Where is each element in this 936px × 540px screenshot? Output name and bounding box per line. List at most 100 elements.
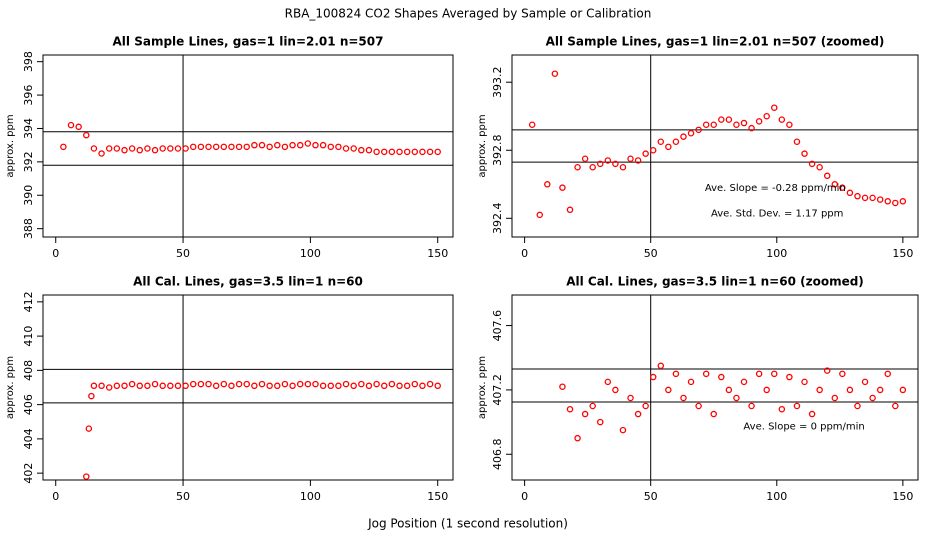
point (243, 143, 250, 151)
point (434, 382, 441, 390)
y-tick-label: 390 (22, 185, 35, 206)
point (90, 145, 98, 152)
point (289, 382, 296, 390)
point (763, 112, 770, 120)
point (342, 380, 350, 388)
point (403, 382, 411, 390)
point (205, 380, 212, 388)
x-tick-label: 0 (521, 490, 528, 503)
point (251, 382, 258, 390)
point (718, 373, 725, 381)
x-tick-label: 0 (52, 247, 59, 260)
point (869, 394, 876, 402)
panel-title: All Cal. Lines, gas=3.5 lin=1 n=60 (133, 275, 363, 289)
point (839, 370, 846, 378)
point (380, 382, 388, 390)
point (528, 121, 536, 128)
point (182, 145, 189, 152)
point (892, 199, 899, 207)
point (98, 382, 105, 390)
point (755, 118, 763, 125)
point (212, 382, 220, 390)
point (159, 382, 166, 390)
x-tick-label: 100 (766, 490, 787, 503)
point (266, 143, 273, 151)
point (657, 362, 665, 370)
x-tick-label: 100 (300, 490, 321, 503)
point (60, 143, 67, 151)
point (388, 380, 396, 388)
point (281, 143, 289, 151)
point (205, 143, 212, 151)
point (365, 146, 373, 154)
y-tick-label: 407.2 (491, 374, 504, 406)
point (687, 129, 695, 137)
y-tick-label: 412 (22, 291, 35, 312)
point (327, 382, 335, 390)
point (619, 164, 627, 171)
point (90, 382, 98, 390)
point (748, 124, 755, 132)
point (167, 145, 174, 152)
point (808, 160, 816, 168)
point (695, 126, 702, 134)
x-tick-label: 50 (644, 490, 658, 503)
point (801, 378, 808, 386)
y-tick-label: 406 (22, 394, 35, 415)
point (189, 143, 197, 151)
plot-box (42, 294, 454, 481)
point (771, 104, 778, 111)
point (212, 143, 220, 151)
x-tick-label: 50 (644, 247, 658, 260)
point (876, 196, 884, 203)
point (581, 155, 589, 163)
point (75, 123, 82, 131)
point (665, 143, 672, 151)
annotation: Ave. Slope = -0.28 ppm/min (705, 183, 846, 194)
point (136, 146, 144, 154)
point (105, 145, 113, 152)
point (189, 380, 197, 388)
point (380, 148, 388, 156)
point (434, 148, 441, 156)
point (597, 418, 604, 426)
annotation: Ave. Std. Dev. = 1.17 ppm (711, 208, 843, 219)
plot-box (42, 54, 454, 238)
point (725, 116, 733, 123)
point (312, 380, 319, 388)
x-tick-label: 0 (521, 247, 528, 260)
point (350, 382, 357, 390)
point (823, 367, 831, 374)
point (296, 380, 304, 388)
point (559, 383, 566, 390)
y-tick-label: 392 (22, 151, 35, 172)
point (235, 143, 243, 151)
point (83, 473, 90, 480)
point (581, 410, 589, 418)
plot-box (511, 54, 919, 238)
point (642, 150, 649, 157)
x-tick-label: 150 (892, 490, 913, 503)
point (281, 380, 289, 388)
point (121, 146, 128, 154)
point (627, 394, 634, 402)
point (839, 184, 846, 191)
point (597, 160, 604, 168)
point (854, 402, 861, 410)
point (243, 380, 250, 388)
point (358, 146, 365, 154)
point (884, 370, 891, 378)
point (778, 405, 786, 413)
point (725, 386, 733, 394)
y-tick-label: 388 (22, 218, 35, 239)
point (589, 402, 596, 410)
y-tick-label: 394 (22, 118, 35, 139)
y-axis-label: approx. ppm (477, 114, 488, 177)
point (733, 394, 740, 402)
x-tick-label: 150 (892, 247, 913, 260)
point (113, 145, 121, 152)
point (373, 380, 380, 388)
point (604, 378, 612, 386)
point (755, 370, 763, 378)
